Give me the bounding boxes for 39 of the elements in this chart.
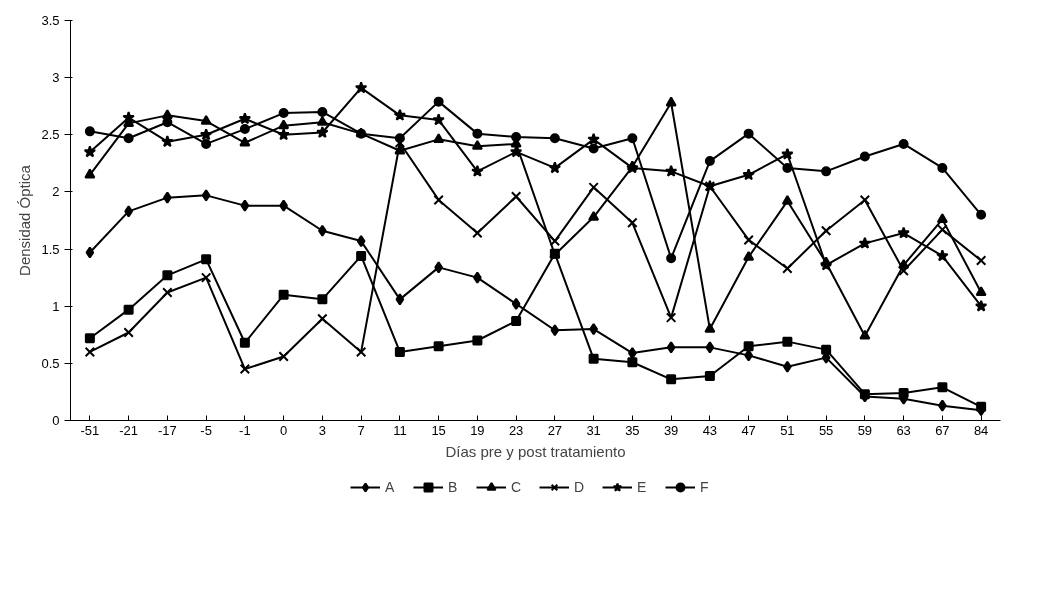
x-tick-label: 0 xyxy=(280,422,288,438)
x-tick-label: 55 xyxy=(818,422,834,438)
x-tick-label: 31 xyxy=(586,422,601,438)
x-tick-label: 3 xyxy=(318,422,326,438)
x-tick-label: 11 xyxy=(393,422,407,438)
x-axis-title: Días pre y post tratamiento xyxy=(445,442,626,460)
y-tick-label: 0.5 xyxy=(41,355,60,371)
y-tick-label: 2 xyxy=(52,184,60,200)
x-tick-label: 27 xyxy=(547,422,563,438)
x-tick-label: 67 xyxy=(935,422,950,438)
x-tick-label: 19 xyxy=(470,422,485,438)
x-tick-label: 51 xyxy=(780,422,795,438)
y-tick-label: 2.5 xyxy=(41,127,60,143)
x-tick-label: -5 xyxy=(200,422,212,438)
x-tick-label: 63 xyxy=(896,422,911,438)
legend-label: C xyxy=(511,479,523,495)
y-axis-title: Densidad Óptica xyxy=(16,164,34,276)
x-tick-label: -1 xyxy=(239,422,251,438)
x-tick-label: -17 xyxy=(157,422,177,438)
x-tick-label: 23 xyxy=(508,422,524,438)
x-tick-label: -51 xyxy=(80,422,100,438)
x-tick-label: 7 xyxy=(357,422,365,438)
legend-label: F xyxy=(700,479,710,495)
y-tick-label: 3 xyxy=(52,70,60,86)
x-tick-label: 15 xyxy=(431,422,446,438)
legend-label: D xyxy=(574,479,586,495)
y-tick-label: 3.5 xyxy=(41,13,60,28)
y-tick-label: 1 xyxy=(52,298,60,314)
legend-label: A xyxy=(385,479,396,495)
x-tick-label: 43 xyxy=(702,422,718,438)
x-tick-label: 39 xyxy=(663,422,679,438)
x-tick-label: -21 xyxy=(119,422,139,438)
y-tick-label: 1.5 xyxy=(41,241,60,257)
x-tick-label: 59 xyxy=(857,422,873,438)
legend-label: E xyxy=(637,479,648,495)
x-tick-label: 35 xyxy=(625,422,640,438)
legend-label: B xyxy=(448,479,459,495)
x-tick-label: 84 xyxy=(973,422,989,438)
x-tick-label: 47 xyxy=(741,422,756,438)
